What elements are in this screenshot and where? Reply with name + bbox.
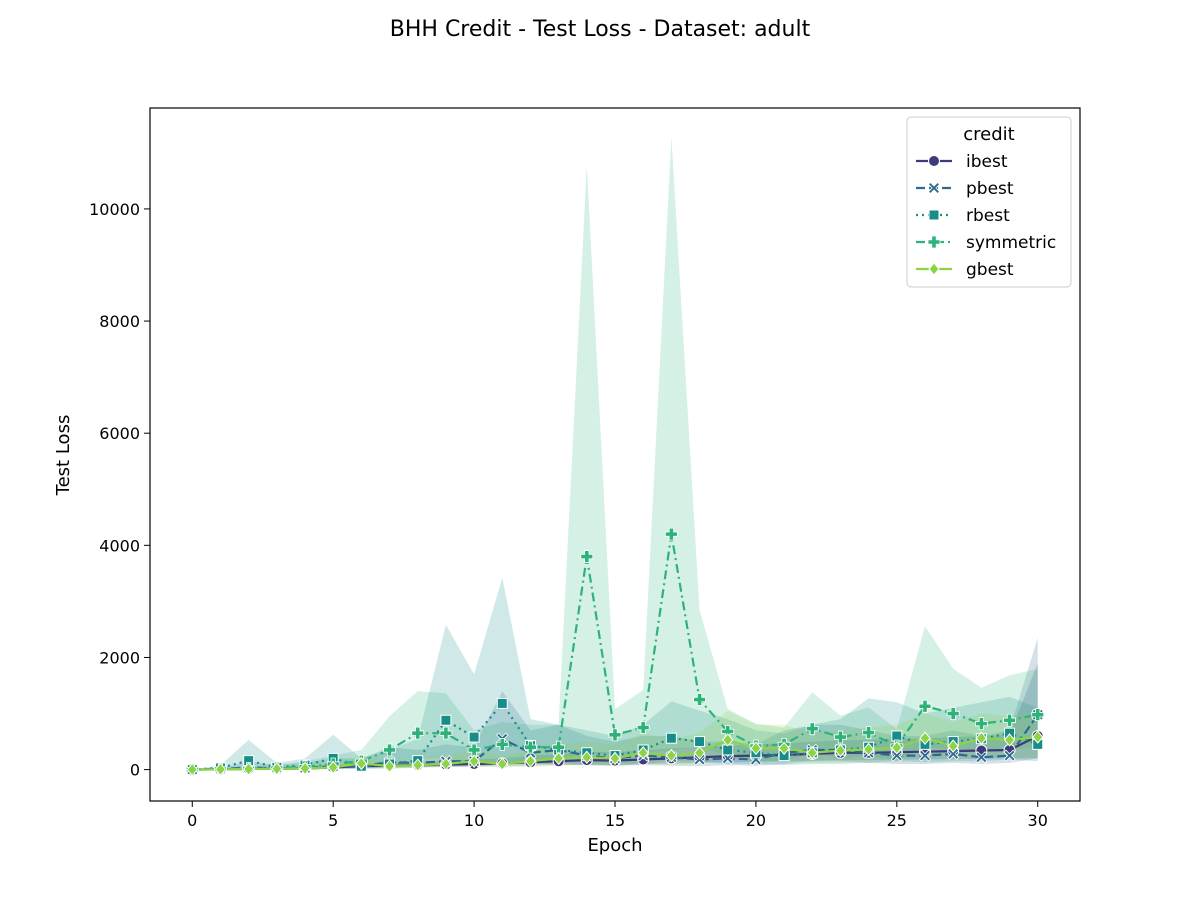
point-gbest-1: [214, 762, 227, 777]
legend-items: ibest pbest rbest symmetric gbest: [916, 152, 1056, 280]
point-gbest-19: [722, 733, 734, 747]
point-rbest-11: [496, 697, 508, 709]
point-rbest-10: [468, 731, 480, 743]
point-symmetric-18: [693, 693, 706, 706]
y-axis-label: Test Loss: [53, 415, 74, 497]
point-gbest-18: [693, 746, 706, 760]
point-gbest-16: [637, 746, 649, 760]
point-symmetric-27: [946, 707, 960, 720]
x-tick-label-15: 15: [605, 811, 625, 830]
point-pbest-28: [975, 751, 988, 764]
x-tick-label-5: 5: [328, 811, 338, 830]
point-gbest-11: [496, 757, 508, 771]
point-gbest-26: [919, 731, 931, 745]
x-tick-label-0: 0: [187, 811, 197, 830]
band-pbest: [192, 637, 1038, 770]
point-gbest-24: [862, 742, 875, 757]
point-gbest-17: [665, 748, 678, 763]
point-rbest-9: [440, 714, 452, 726]
point-gbest-0: [186, 762, 198, 777]
y-axis-ticks: 0 2000 4000 6000 8000 10000: [89, 200, 150, 780]
legend-label-symmetric: symmetric: [966, 233, 1056, 253]
point-symmetric-15: [608, 728, 622, 742]
point-gbest-25: [891, 740, 903, 755]
legend-marker-pbest: [927, 181, 941, 195]
point-gbest-12: [524, 754, 537, 768]
y-tick-label-10000: 10000: [89, 200, 140, 219]
point-gbest-2: [242, 762, 255, 776]
x-axis-label: Epoch: [587, 835, 642, 856]
point-gbest-10: [468, 754, 480, 768]
band-symmetric: [192, 137, 1038, 770]
series-markers: [185, 527, 1045, 777]
legend-label-pbest: pbest: [966, 179, 1014, 199]
y-tick-label-0: 0: [130, 761, 140, 780]
point-symmetric-30: [1031, 708, 1045, 722]
legend-marker-gbest: [928, 262, 940, 276]
point-symmetric-8: [411, 726, 425, 740]
point-symmetric-7: [383, 743, 396, 757]
point-gbest-22: [806, 746, 818, 760]
y-tick-label-8000: 8000: [99, 312, 140, 331]
point-pbest-26: [918, 749, 932, 762]
point-symmetric-16: [636, 721, 650, 734]
point-rbest-17: [665, 732, 677, 744]
legend-title: credit: [963, 124, 1014, 145]
point-gbest-23: [834, 743, 847, 758]
legend-marker-rbest: [928, 209, 940, 221]
point-symmetric-17: [664, 527, 678, 541]
point-gbest-5: [327, 760, 339, 775]
point-symmetric-9: [439, 726, 453, 740]
band-ibest: [192, 663, 1038, 770]
point-gbest-29: [1003, 733, 1016, 747]
point-symmetric-10: [467, 743, 481, 757]
chart-title: BHH Credit - Test Loss - Dataset: adult: [390, 17, 811, 42]
point-gbest-14: [581, 750, 593, 765]
point-symmetric-24: [862, 726, 876, 739]
point-symmetric-11: [495, 737, 509, 751]
point-gbest-6: [355, 756, 368, 771]
point-gbest-20: [750, 741, 762, 756]
point-gbest-21: [778, 741, 790, 756]
point-symmetric-13: [552, 740, 566, 754]
y-tick-label-6000: 6000: [99, 424, 140, 443]
point-symmetric-12: [524, 740, 537, 754]
point-gbest-4: [299, 761, 311, 776]
point-pbest-19: [721, 752, 734, 765]
point-symmetric-14: [580, 550, 594, 563]
point-symmetric-28: [974, 717, 988, 731]
point-gbest-8: [412, 758, 424, 772]
x-tick-label-10: 10: [464, 811, 484, 830]
x-axis-ticks: 0 5 10 15 20 25 30: [187, 801, 1048, 830]
point-symmetric-23: [834, 730, 847, 744]
x-tick-label-30: 30: [1028, 811, 1048, 830]
point-symmetric-26: [918, 699, 932, 713]
point-gbest-9: [440, 757, 452, 771]
point-gbest-7: [383, 759, 396, 774]
point-gbest-28: [975, 731, 988, 745]
legend-label-ibest: ibest: [966, 152, 1008, 172]
point-rbest-25: [891, 730, 903, 742]
legend-frame: [906, 116, 1072, 288]
point-gbest-27: [947, 739, 959, 753]
point-pbest-29: [1003, 749, 1016, 762]
legend-label-gbest: gbest: [966, 260, 1014, 280]
point-gbest-13: [552, 751, 565, 766]
point-gbest-30: [1032, 730, 1044, 744]
point-gbest-3: [271, 761, 283, 776]
legend-marker-ibest: [928, 155, 940, 167]
point-symmetric-29: [1003, 713, 1016, 727]
legend: credit ibest pbest rbest symmetric gbest: [906, 116, 1072, 288]
point-gbest-15: [609, 751, 621, 766]
y-tick-label-4000: 4000: [99, 536, 140, 555]
point-rbest-18: [694, 736, 706, 748]
y-tick-label-2000: 2000: [99, 648, 140, 667]
legend-label-rbest: rbest: [966, 206, 1010, 226]
x-tick-label-20: 20: [746, 811, 766, 830]
legend-marker-symmetric: [927, 235, 941, 249]
point-symmetric-22: [805, 722, 819, 736]
band-gbest: [192, 710, 1038, 770]
x-tick-label-25: 25: [887, 811, 907, 830]
